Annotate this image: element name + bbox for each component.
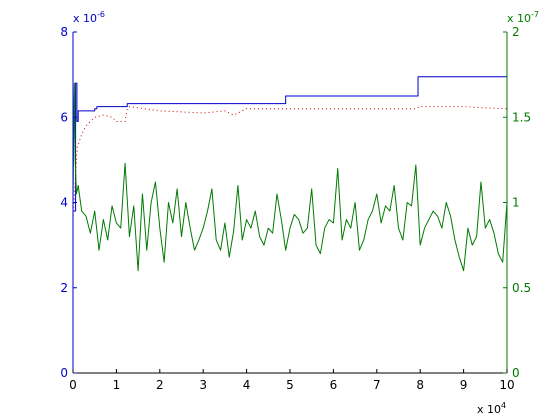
x-tick-label: 6 (330, 378, 338, 392)
plot-area (72, 76, 508, 272)
left-axis-multiplier-base: x 10 (73, 12, 97, 25)
x-tick-label: 5 (286, 378, 294, 392)
left-axis-multiplier: x 10-6 (73, 10, 105, 25)
x-axis-multiplier: x 104 (477, 401, 506, 416)
right-axis-multiplier-base: x 10 (507, 12, 531, 25)
left-axis-multiplier-exponent: -6 (97, 10, 105, 19)
x-axis-multiplier-exponent: 4 (501, 401, 506, 410)
x-tick-label: 7 (373, 378, 381, 392)
right-tick-label: 0 (512, 366, 520, 380)
right-tick-label: 1 (512, 196, 520, 210)
left-tick-label: 6 (60, 110, 68, 124)
right-tick-label: 2 (512, 25, 520, 39)
x-tick-label: 3 (199, 378, 207, 392)
left-tick-label: 4 (60, 196, 68, 210)
x-tick-label: 9 (460, 378, 468, 392)
x-tick-label: 1 (113, 378, 121, 392)
x-axis-multiplier-base: x 10 (477, 403, 501, 416)
right-axis-multiplier-exponent: -7 (531, 10, 539, 19)
x-tick-label: 4 (243, 378, 251, 392)
axes (72, 31, 508, 374)
left-tick-label: 0 (60, 366, 68, 380)
green-series (72, 82, 508, 272)
red-dotted-series (72, 106, 508, 220)
x-tick-label: 0 (69, 378, 77, 392)
right-tick-label: 1.5 (512, 110, 531, 124)
x-tick-label: 8 (416, 378, 424, 392)
left-tick-label: 8 (60, 25, 68, 39)
right-axis-multiplier: x 10-7 (507, 10, 539, 25)
x-tick-label: 10 (499, 378, 514, 392)
blue-step-series (73, 76, 507, 212)
left-tick-label: 2 (60, 281, 68, 295)
right-tick-label: 0.5 (512, 281, 531, 295)
x-tick-label: 2 (156, 378, 164, 392)
